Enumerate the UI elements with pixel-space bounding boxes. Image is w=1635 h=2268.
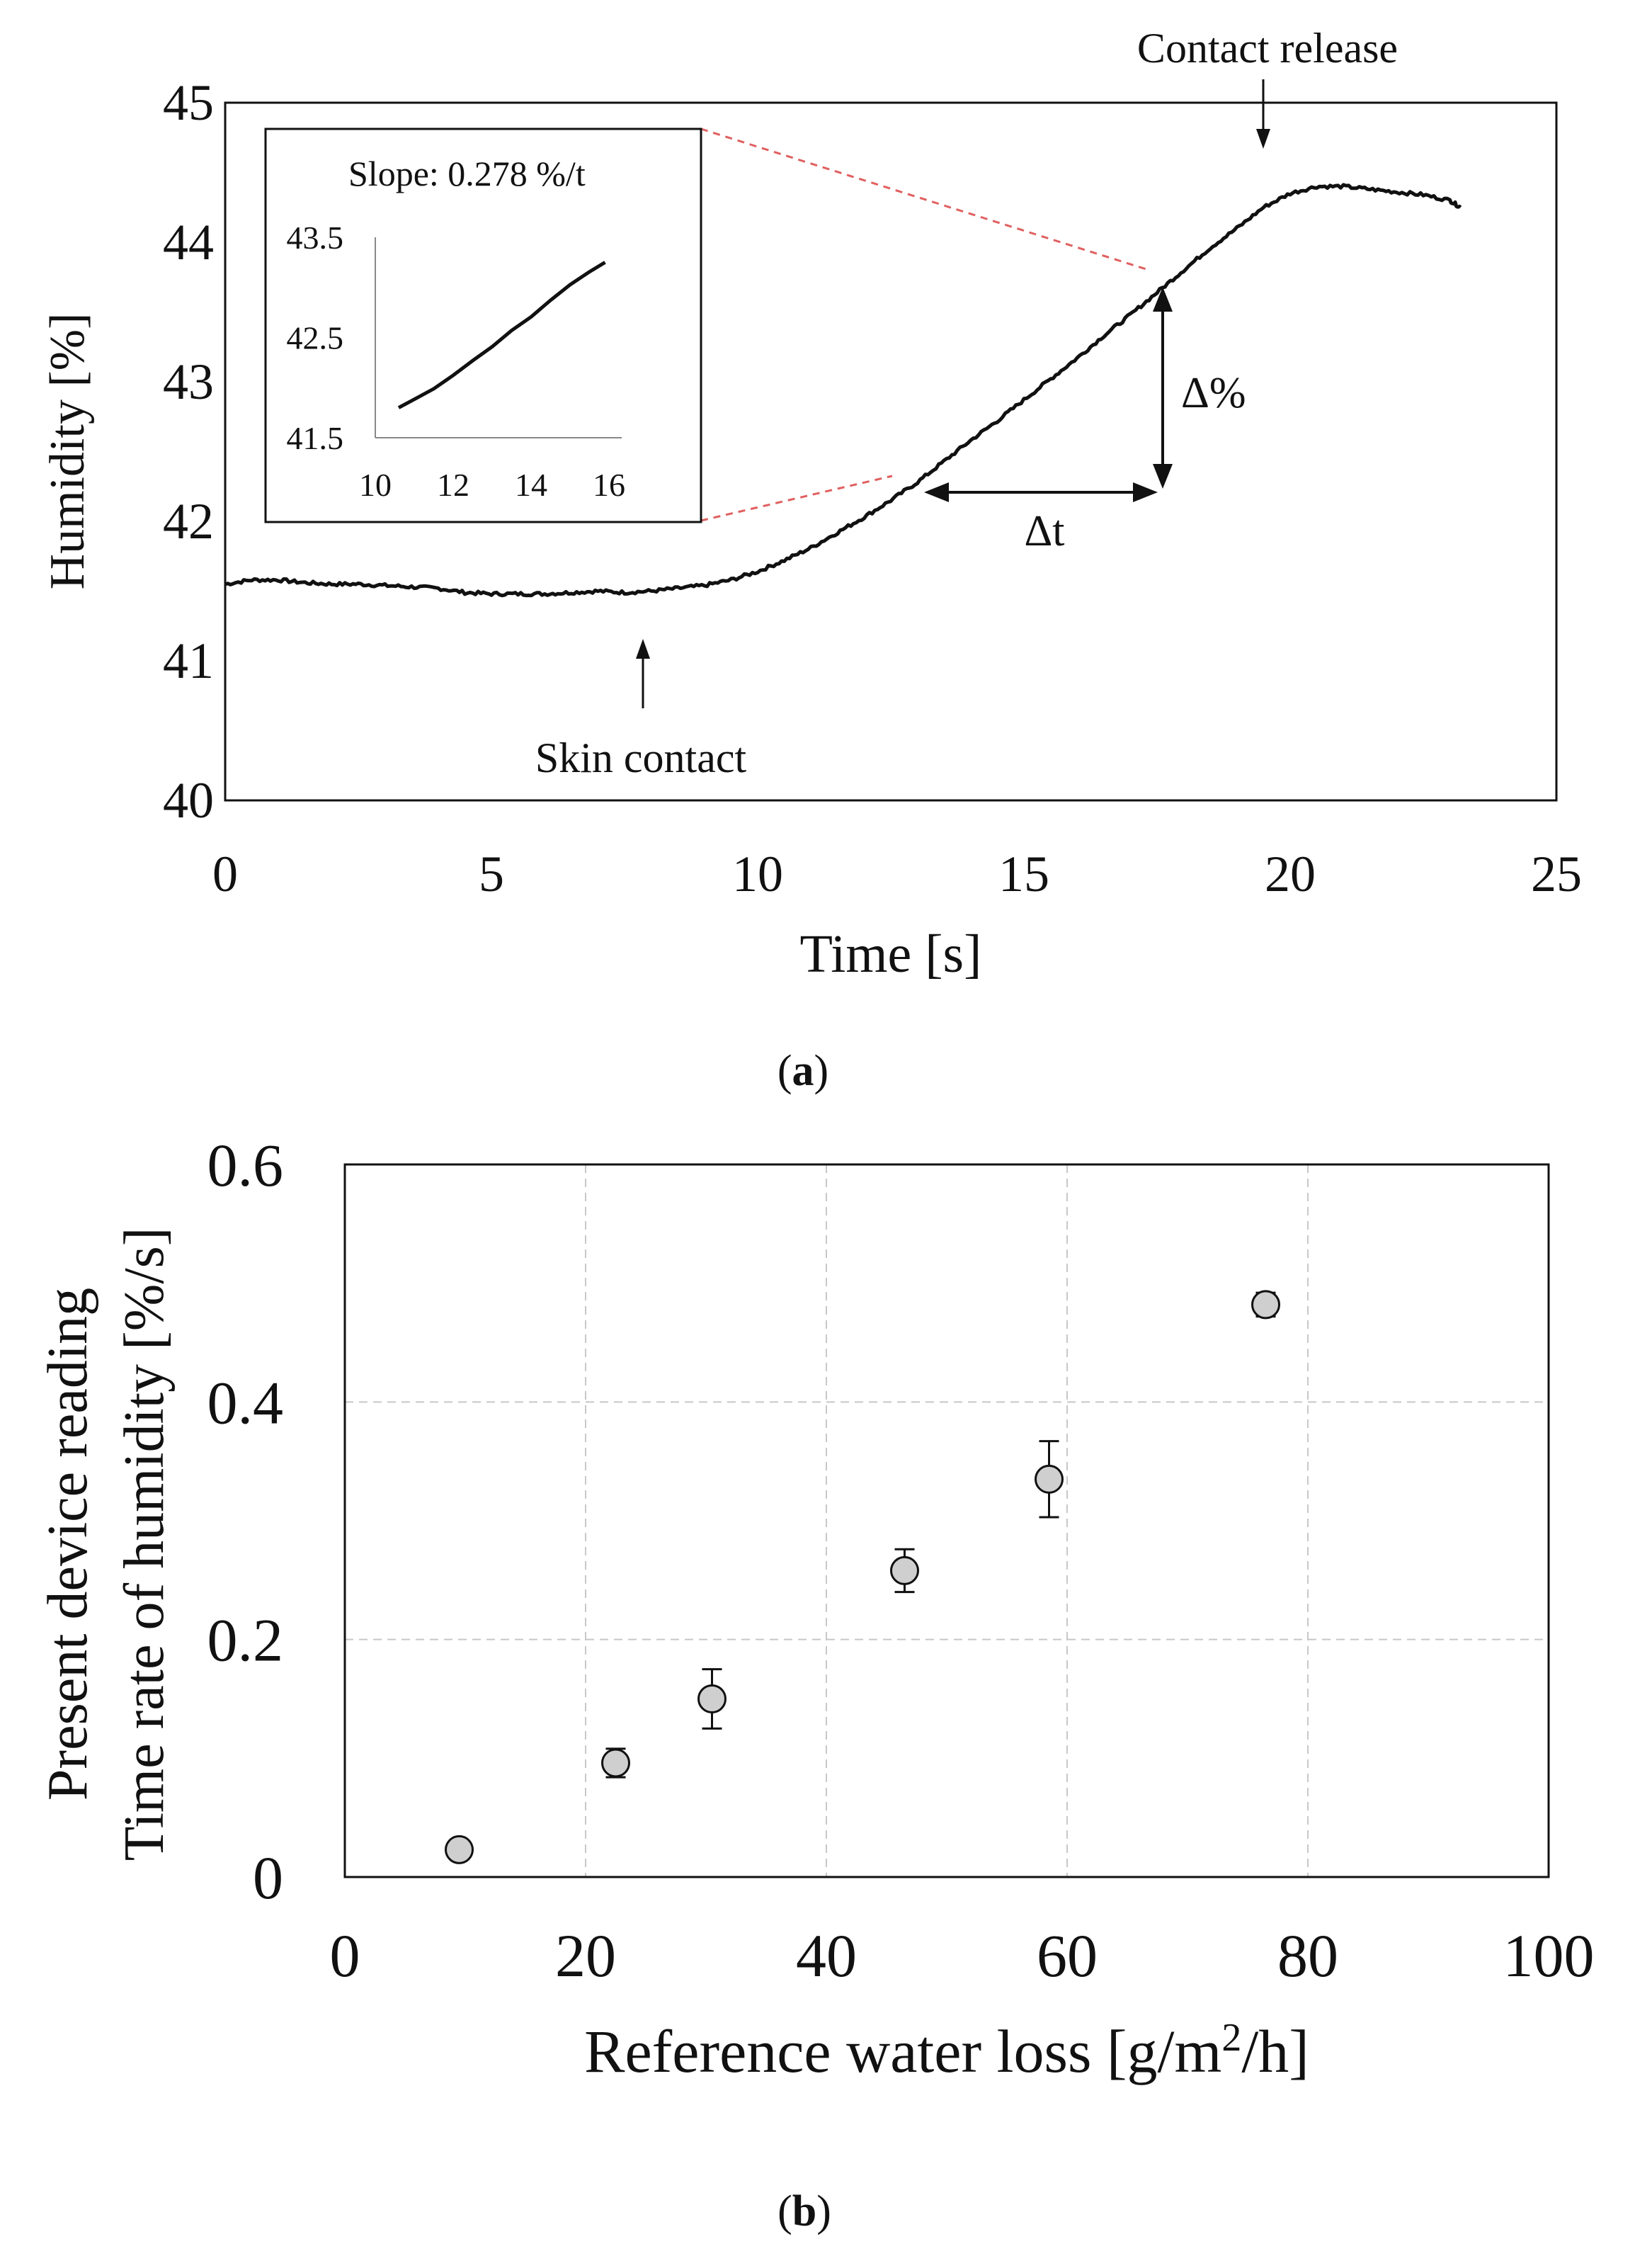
- inset-y-ticks: 43.5 42.5 41.5: [287, 220, 344, 456]
- zoom-guide-lower: [700, 475, 893, 522]
- panel-a-line-chart: 40 41 42 43 44 45 0 5 10 15 20 25 Time [s] Humidit…: [40, 25, 1582, 984]
- panel-b-plot-frame: [343, 1163, 1550, 1878]
- panel-a-y-tick-label: 40: [163, 772, 214, 829]
- scatter-point: [1251, 1290, 1280, 1320]
- panel-a-y-ticks: 40 41 42 43 44 45: [163, 74, 214, 829]
- inset-x-ticks: 10 12 14 16: [359, 467, 625, 503]
- panel-a-x-tick-label: 25: [1531, 846, 1582, 902]
- inset-x-tick-label: 10: [359, 467, 392, 503]
- panel-b-y-tick-label: 0.2: [207, 1606, 284, 1674]
- panel-a-x-tick-label: 20: [1265, 846, 1316, 902]
- scatter-marker: [1035, 1464, 1064, 1494]
- panel-b-y-tick-label: 0.6: [207, 1131, 284, 1199]
- panel-a-y-tick-label: 43: [163, 353, 214, 410]
- panel-b-x-tick-label: 0: [330, 1922, 360, 1990]
- panel-b-letter: b: [792, 2187, 816, 2235]
- scatter-point: [445, 1835, 474, 1864]
- inset-slope-line: [397, 261, 606, 409]
- inset-y-tick-label: 41.5: [287, 420, 344, 456]
- panel-a-y-tick-label: 41: [163, 633, 214, 689]
- panel-b-x-label-sup: 2: [1221, 2016, 1241, 2060]
- scatter-marker: [1251, 1290, 1280, 1320]
- scatter-marker: [697, 1684, 727, 1713]
- inset-y-tick-label: 43.5: [287, 220, 344, 256]
- inset-slope-label: Slope: 0.278 %/t: [348, 154, 586, 193]
- skin-contact-arrowhead-icon: [636, 639, 650, 659]
- inset-x-tick-label: 12: [437, 467, 469, 503]
- scatter-point: [890, 1548, 919, 1594]
- inset-y-tick-label: 42.5: [287, 320, 344, 356]
- panel-b-x-tick-label: 20: [555, 1922, 616, 1990]
- panel-b-x-axis-label: Reference water loss [g/m2/h]: [584, 2016, 1309, 2085]
- panel-b-caption: (b): [777, 2187, 831, 2235]
- scatter-marker: [601, 1748, 630, 1778]
- panel-b-x-ticks: 0 20 40 60 80 100: [330, 1922, 1595, 1990]
- inset-x-tick-label: 16: [593, 467, 625, 503]
- panel-b-x-label-main: Reference water loss [g/m: [584, 2017, 1221, 2085]
- zoom-guide-upper: [700, 127, 1151, 272]
- panel-a-y-tick-label: 44: [163, 214, 214, 271]
- panel-a-x-tick-label: 10: [732, 846, 783, 902]
- contact-release-annotation: Contact release: [1137, 25, 1398, 149]
- panel-a-y-axis-label: Humidity [%]: [40, 313, 95, 590]
- contact-release-label: Contact release: [1137, 25, 1398, 72]
- panel-b-y-axis-label-line1: Present device reading: [37, 1288, 99, 1801]
- panel-b-y-ticks: 0 0.2 0.4 0.6: [207, 1131, 284, 1912]
- delta-t-arrowhead-left-icon: [924, 482, 949, 502]
- panel-b-x-tick-label: 60: [1037, 1922, 1098, 1990]
- skin-contact-label: Skin contact: [535, 735, 747, 781]
- skin-contact-annotation: Skin contact: [535, 639, 747, 781]
- panel-b-x-tick-label: 40: [796, 1922, 857, 1990]
- delta-t-annotation: Δt: [924, 482, 1158, 555]
- panel-a-x-tick-label: 5: [479, 846, 504, 902]
- panel-a-caption: (a): [777, 1047, 828, 1095]
- delta-pct-annotation: Δ%: [1153, 287, 1246, 489]
- panel-a-x-ticks: 0 5 10 15 20 25: [212, 846, 1582, 902]
- scatter-point: [1035, 1440, 1064, 1519]
- panel-a-letter: a: [792, 1047, 814, 1095]
- panel-a-x-axis-label: Time [s]: [800, 924, 982, 984]
- panel-a-x-tick-label: 0: [212, 846, 238, 902]
- panel-a-y-tick-label: 42: [163, 493, 214, 550]
- panel-a-humidity-line: [224, 183, 1462, 598]
- panel-a-plot-frame: [224, 101, 1558, 802]
- delta-pct-label: Δ%: [1181, 369, 1246, 417]
- panel-b-y-tick-label: 0: [253, 1844, 283, 1912]
- panel-b-points: [445, 1290, 1280, 1864]
- panel-a-y-tick-label: 45: [163, 74, 214, 131]
- inset-x-tick-label: 14: [515, 467, 547, 503]
- contact-release-arrowhead-icon: [1256, 129, 1270, 149]
- delta-pct-arrowhead-bottom-icon: [1153, 464, 1173, 489]
- panel-b-y-tick-label: 0.4: [207, 1368, 284, 1436]
- scatter-point: [601, 1747, 630, 1779]
- panel-b-grid: [345, 1164, 1549, 1877]
- panel-a-x-tick-label: 15: [998, 846, 1049, 902]
- delta-t-label: Δt: [1024, 507, 1064, 555]
- panel-b-x-tick-label: 80: [1277, 1922, 1338, 1990]
- panel-b-scatter-chart: 0 0.2 0.4 0.6 0 20 40 60 80 100 Reference water …: [37, 1131, 1595, 2085]
- scatter-point: [697, 1668, 727, 1730]
- panel-b-y-axis-label-line2: Time rate of humidity [%/s]: [113, 1227, 176, 1861]
- scatter-marker: [445, 1835, 474, 1864]
- delta-t-arrowhead-right-icon: [1133, 482, 1158, 502]
- panel-b-x-tick-label: 100: [1503, 1922, 1595, 1990]
- panel-b-x-label-end: /h]: [1241, 2017, 1309, 2085]
- scatter-marker: [890, 1555, 919, 1585]
- delta-pct-arrowhead-top-icon: [1153, 287, 1173, 312]
- inset-frame: [264, 127, 702, 523]
- panel-a-inset: Slope: 0.278 %/t 43.5 42.5 41.5 10 12 14 16: [264, 127, 702, 523]
